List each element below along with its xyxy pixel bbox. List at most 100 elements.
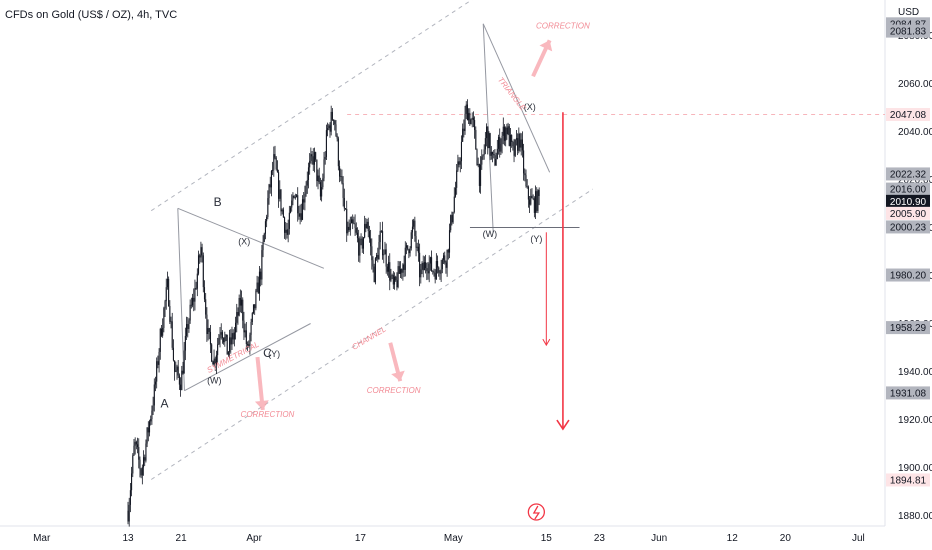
candle-body (525, 175, 527, 187)
price-label: 1894.81 (886, 473, 930, 487)
candle-body (254, 304, 256, 309)
correction-arrow-head (539, 40, 553, 52)
candle-body (200, 247, 202, 258)
candle-body (349, 223, 351, 231)
candle-body (251, 313, 253, 323)
candle-body (276, 169, 278, 173)
candle-body (232, 333, 234, 340)
price-label: 2047.08 (886, 108, 930, 122)
candle-body (152, 405, 154, 411)
candle-body (388, 262, 390, 272)
candle-body (176, 366, 178, 371)
price-label-text: 2016.00 (890, 185, 927, 196)
candle-body (243, 320, 245, 333)
x-tick-label: 20 (780, 533, 792, 544)
x-tick-label: Jul (852, 533, 865, 544)
candle-body (184, 335, 186, 351)
candle-body (513, 146, 515, 156)
price-label-box (886, 473, 930, 487)
candle-body (203, 287, 206, 300)
candle-body (339, 166, 341, 177)
candle-body (153, 384, 155, 406)
candle-body (361, 238, 363, 249)
candle-body (370, 238, 372, 247)
candle-body (474, 120, 476, 131)
candle-body (358, 238, 360, 256)
candle-body (214, 358, 216, 365)
candle-body (477, 164, 479, 166)
candle-body (452, 212, 454, 223)
candle-body (431, 257, 433, 271)
candle-body (457, 161, 459, 171)
candle-body (154, 381, 157, 385)
candle-body (263, 233, 265, 242)
candle-body (231, 333, 233, 345)
candle-body (489, 133, 491, 156)
wave-label: (X) (238, 236, 250, 246)
candle-body (165, 287, 167, 302)
candle-body (181, 370, 183, 391)
candle-body (261, 250, 263, 280)
candle-body (404, 247, 406, 270)
candle-body (272, 169, 274, 171)
candle-body (246, 344, 249, 345)
candle-body (348, 226, 350, 231)
candle-body (327, 128, 329, 131)
pattern-label: TRIANGLE (496, 75, 528, 113)
candle-body (508, 126, 510, 146)
candle-body (159, 328, 161, 352)
x-tick-label: May (444, 533, 463, 544)
candle-body (371, 246, 373, 261)
x-tick-label: 23 (594, 533, 606, 544)
candle-body (133, 445, 135, 456)
candle-body (501, 135, 503, 145)
candle-body (411, 226, 414, 233)
candle-body (150, 419, 152, 422)
candle-body (319, 182, 321, 197)
candle-body (390, 275, 392, 281)
y-tick-label: 1940.00 (898, 367, 932, 378)
candle-body (535, 191, 537, 213)
candle-body (497, 137, 500, 149)
candle-body (294, 197, 296, 198)
candle-body (146, 427, 148, 444)
candle-body (490, 151, 492, 156)
candle-body (352, 219, 354, 224)
candle-body (356, 232, 359, 239)
candle-body (491, 151, 494, 155)
candle-body (250, 322, 252, 335)
candle-body (359, 239, 361, 256)
candle-body (278, 172, 280, 199)
candle-body (260, 271, 262, 280)
candle-body (217, 344, 219, 356)
candle-body (280, 189, 282, 212)
candle-body (313, 152, 316, 165)
candle-body (275, 157, 277, 170)
candle-body (439, 272, 441, 274)
candle-body (156, 361, 158, 382)
candle-body (391, 275, 393, 276)
candle-body (531, 195, 533, 199)
candle-body (286, 229, 288, 235)
candle-body (410, 232, 412, 249)
correction-label: CORRECTION (536, 21, 590, 30)
candle-body (195, 288, 197, 289)
candle-body (518, 133, 520, 151)
candle-body (190, 304, 192, 306)
candle-body (445, 262, 447, 268)
candle-body (131, 473, 133, 491)
candle-body (233, 332, 235, 340)
candle-body (409, 248, 411, 254)
candle-body (447, 249, 449, 253)
candle-body (433, 271, 435, 273)
candle-body (151, 410, 153, 420)
candle-body (164, 301, 166, 309)
candle-body (196, 273, 198, 289)
candle-body (417, 246, 419, 253)
candle-body (289, 207, 292, 213)
candle-body (160, 328, 163, 336)
candle-body (438, 267, 440, 273)
candle-body (129, 490, 131, 505)
correction-arrow (531, 39, 553, 78)
